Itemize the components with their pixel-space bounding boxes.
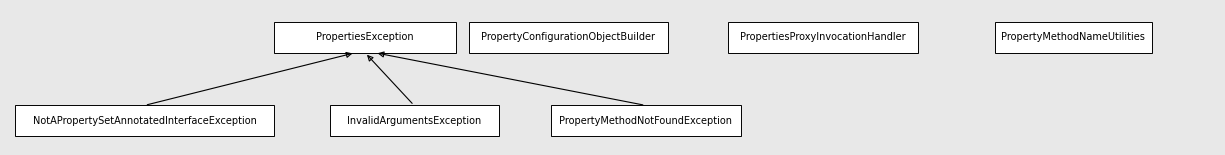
Text: PropertiesException: PropertiesException [316, 32, 414, 42]
FancyBboxPatch shape [728, 22, 919, 53]
Text: InvalidArgumentsException: InvalidArgumentsException [347, 116, 481, 126]
Text: NotAPropertySetAnnotatedInterfaceException: NotAPropertySetAnnotatedInterfaceExcepti… [33, 116, 256, 126]
FancyBboxPatch shape [551, 105, 740, 136]
FancyBboxPatch shape [330, 105, 499, 136]
FancyBboxPatch shape [469, 22, 668, 53]
FancyBboxPatch shape [274, 22, 456, 53]
FancyBboxPatch shape [15, 105, 274, 136]
Text: PropertyMethodNotFoundException: PropertyMethodNotFoundException [559, 116, 733, 126]
Text: PropertiesProxyInvocationHandler: PropertiesProxyInvocationHandler [740, 32, 906, 42]
Text: PropertyConfigurationObjectBuilder: PropertyConfigurationObjectBuilder [481, 32, 655, 42]
FancyBboxPatch shape [995, 22, 1152, 53]
Text: PropertyMethodNameUtilities: PropertyMethodNameUtilities [1001, 32, 1145, 42]
